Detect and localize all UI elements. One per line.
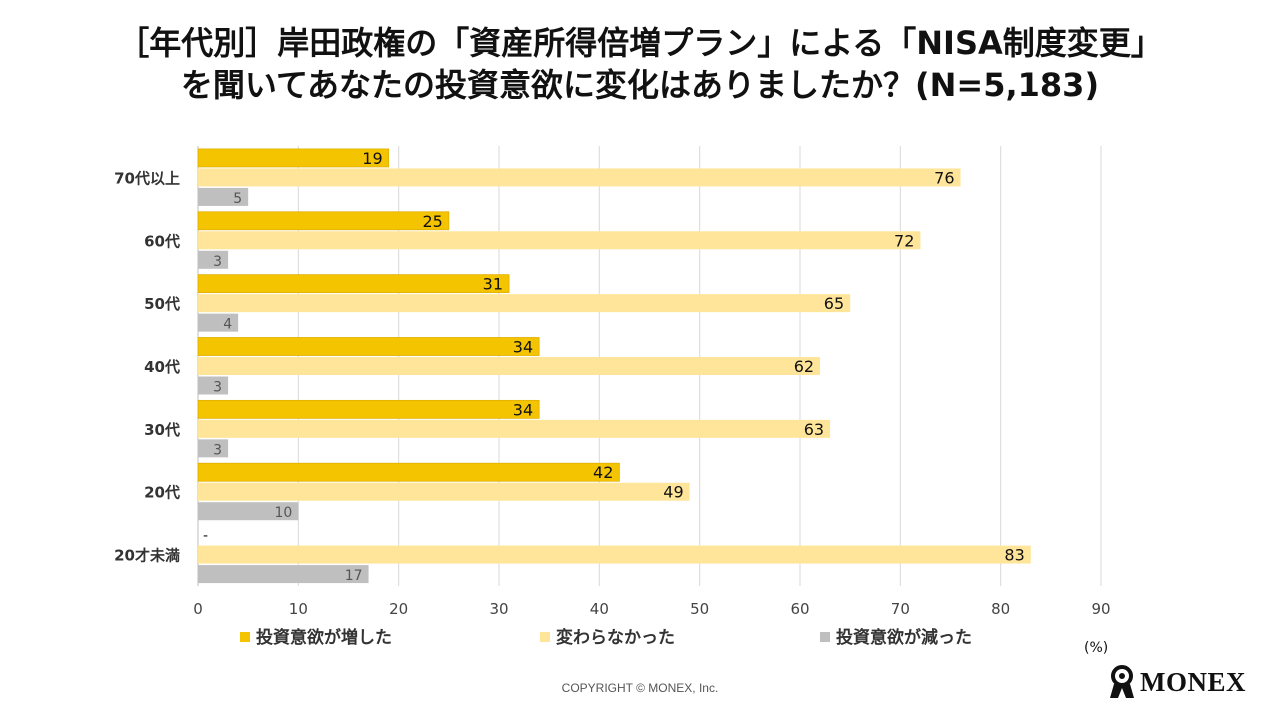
bar [197, 337, 540, 356]
category-label: 20才未満 [114, 547, 180, 565]
data-label: 3 [213, 380, 222, 396]
legend-label: 変わらなかった [556, 627, 675, 648]
bar [198, 250, 229, 269]
category-label: 50代 [144, 295, 180, 313]
legend-swatch [540, 632, 550, 642]
bar [198, 168, 961, 187]
data-label: 34 [513, 400, 533, 419]
bar [198, 294, 851, 313]
bar [198, 187, 249, 206]
legend-swatch [240, 632, 250, 642]
x-tick-label: 80 [991, 600, 1010, 618]
category-label: 40代 [144, 358, 180, 376]
data-label: 76 [934, 168, 954, 187]
bar [198, 502, 299, 521]
x-tick-label: 60 [790, 600, 809, 618]
bar [197, 274, 510, 294]
x-tick-label: 10 [289, 600, 308, 618]
data-label: - [203, 528, 208, 544]
x-tick-label: 0 [193, 600, 203, 618]
data-label: 4 [223, 317, 232, 333]
data-label: 49 [663, 483, 683, 502]
data-label: 62 [794, 357, 814, 376]
x-tick-label: 70 [891, 600, 910, 618]
bar [198, 545, 1031, 564]
x-tick-label: 40 [590, 600, 609, 618]
bar [198, 313, 239, 332]
category-label: 20代 [144, 484, 180, 502]
monex-logo-text: MONEX [1140, 666, 1246, 697]
bar [198, 439, 229, 458]
bar [197, 462, 620, 482]
legend-label: 投資意欲が減った [836, 627, 972, 648]
legend-label: 投資意欲が増した [256, 627, 392, 648]
x-tick-label: 50 [690, 600, 709, 618]
bar [198, 419, 831, 438]
bar [198, 565, 369, 584]
data-label: 25 [422, 212, 442, 231]
data-label: 72 [894, 231, 914, 250]
data-label: 10 [275, 505, 293, 521]
bar [197, 399, 540, 419]
data-label: 19 [362, 149, 382, 168]
monex-logo-icon [1110, 665, 1134, 698]
bar [197, 211, 450, 231]
legend-swatch [820, 632, 830, 642]
x-tick-label: 30 [489, 600, 508, 618]
data-label: 42 [593, 463, 613, 482]
data-label: 63 [804, 420, 824, 439]
chart-title-line-2: を聞いてあなたの投資意欲に変化はありましたか？(N=5,183) [180, 66, 1100, 104]
copyright-text: COPYRIGHT © MONEX, Inc. [561, 681, 719, 695]
data-label: 5 [233, 191, 242, 207]
x-tick-label: 20 [389, 600, 408, 618]
bar [197, 148, 390, 168]
bar [198, 231, 921, 250]
data-label: 34 [513, 338, 533, 357]
chart-title-line-1: ［年代別］岸田政権の「資産所得倍増プラン」による「NISA制度変更」 [117, 24, 1163, 62]
x-tick-label: 90 [1091, 600, 1110, 618]
data-label: 17 [345, 568, 363, 584]
bar [198, 376, 229, 395]
bar [198, 357, 821, 375]
data-label: 31 [483, 275, 503, 294]
data-label: 65 [824, 294, 844, 313]
bar [198, 482, 690, 501]
category-label: 60代 [144, 232, 180, 250]
data-label: 83 [1004, 546, 1024, 565]
data-label: 3 [213, 442, 222, 458]
chart-title: ［年代別］岸田政権の「資産所得倍増プラン」による「NISA制度変更」 を聞いてあ… [0, 22, 1280, 106]
category-label: 30代 [144, 421, 180, 439]
data-label: 3 [213, 254, 222, 270]
unit-label: (%) [1084, 640, 1109, 656]
category-label: 70代以上 [114, 169, 180, 187]
monex-logo: MONEX [1108, 664, 1246, 700]
